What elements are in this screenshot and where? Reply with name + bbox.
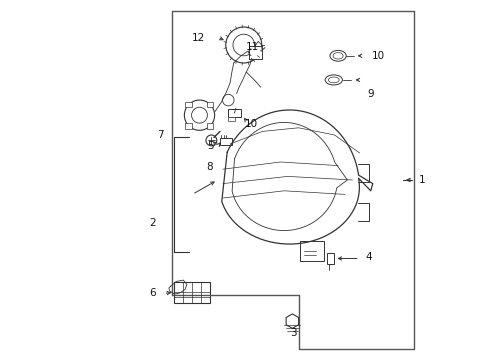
Bar [227,117,234,121]
Text: 8: 8 [206,162,213,172]
Bar [248,46,261,59]
Bar [206,102,213,107]
Circle shape [222,94,234,106]
Text: 5: 5 [207,141,213,151]
Text: 7: 7 [157,130,163,140]
Ellipse shape [329,50,346,61]
Bar [326,253,333,264]
Text: 11: 11 [245,42,258,52]
Ellipse shape [325,75,342,85]
Circle shape [232,34,254,56]
Circle shape [191,107,207,123]
Circle shape [225,27,261,63]
Bar [185,123,191,129]
Text: 9: 9 [366,89,373,99]
Text: 12: 12 [191,33,204,43]
Text: 1: 1 [418,175,425,185]
Text: 2: 2 [149,218,156,228]
Circle shape [205,135,216,146]
Text: 10: 10 [244,119,257,129]
Text: 3: 3 [289,328,296,338]
Bar [300,241,323,261]
Bar [206,123,213,129]
Bar [220,138,231,145]
Text: 4: 4 [365,252,371,262]
Text: 10: 10 [371,51,385,61]
Ellipse shape [332,53,343,59]
Bar [185,102,191,107]
Text: 6: 6 [149,288,156,298]
Circle shape [184,100,214,130]
Bar [174,282,210,303]
Ellipse shape [328,77,339,83]
Bar [227,109,241,117]
